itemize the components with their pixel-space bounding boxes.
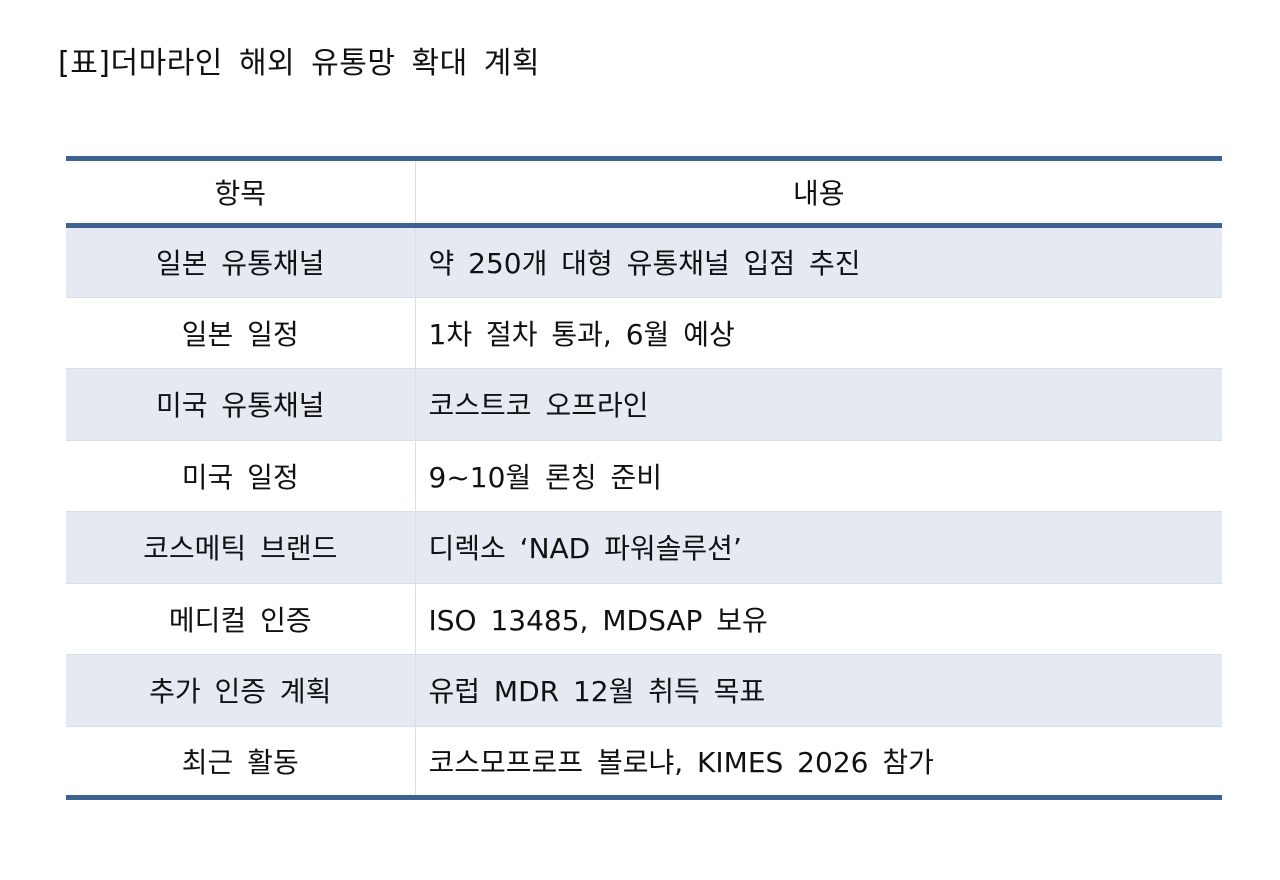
row-content: 디렉소 ‘NAD 파워솔루션’ xyxy=(415,511,1222,583)
row-content: 코스모프로프 볼로냐, KIMES 2026 참가 xyxy=(428,745,934,779)
row-item: 미국 일정 xyxy=(66,440,416,512)
table-row: 미국 일정 9~10월 론칭 준비 xyxy=(66,440,1222,512)
header-content: 내용 xyxy=(415,158,1222,226)
row-content: ISO 13485, MDSAP 보유 xyxy=(428,603,768,637)
row-content: 1차 절차 통과, 6월 예상 xyxy=(428,317,735,351)
table-row: 최근 활동 코스모프로프 볼로냐, KIMES 2026 참가 xyxy=(66,726,1222,798)
table-row: 일본 일정 1차 절차 통과, 6월 예상 xyxy=(66,297,1222,369)
table-header-row: 항목 내용 xyxy=(66,158,1222,226)
table-row: 메디컬 인증 ISO 13485, MDSAP 보유 xyxy=(66,583,1222,655)
table-row: 코스메틱 브랜드 디렉소 ‘NAD 파워솔루션’ xyxy=(66,511,1222,583)
header-item: 항목 xyxy=(66,158,416,226)
row-item: 미국 유통채널 xyxy=(66,368,416,440)
table-row: 일본 유통채널 약 250개 대형 유통채널 입점 추진 xyxy=(66,225,1222,297)
row-content: 유럽 MDR 12월 취득 목표 xyxy=(415,654,1222,726)
row-content: 약 250개 대형 유통채널 입점 추진 xyxy=(415,225,1222,297)
row-item: 코스메틱 브랜드 xyxy=(66,511,416,583)
row-content: 코스트코 오프라인 xyxy=(415,368,1222,440)
row-item: 일본 유통채널 xyxy=(66,225,416,297)
row-item: 추가 인증 계획 xyxy=(66,654,416,726)
table-row: 미국 유통채널 코스트코 오프라인 xyxy=(66,368,1222,440)
row-item: 일본 일정 xyxy=(66,297,416,369)
document-title: [표]더마라인 해외 유통망 확대 계획 xyxy=(58,46,540,81)
row-content: 9~10월 론칭 준비 xyxy=(428,460,663,494)
row-item: 메디컬 인증 xyxy=(66,583,416,655)
table-row: 추가 인증 계획 유럽 MDR 12월 취득 목표 xyxy=(66,654,1222,726)
row-item: 최근 활동 xyxy=(66,726,416,798)
distribution-plan-table: 항목 내용 일본 유통채널 약 250개 대형 유통채널 입점 추진 일본 일정… xyxy=(66,156,1222,800)
